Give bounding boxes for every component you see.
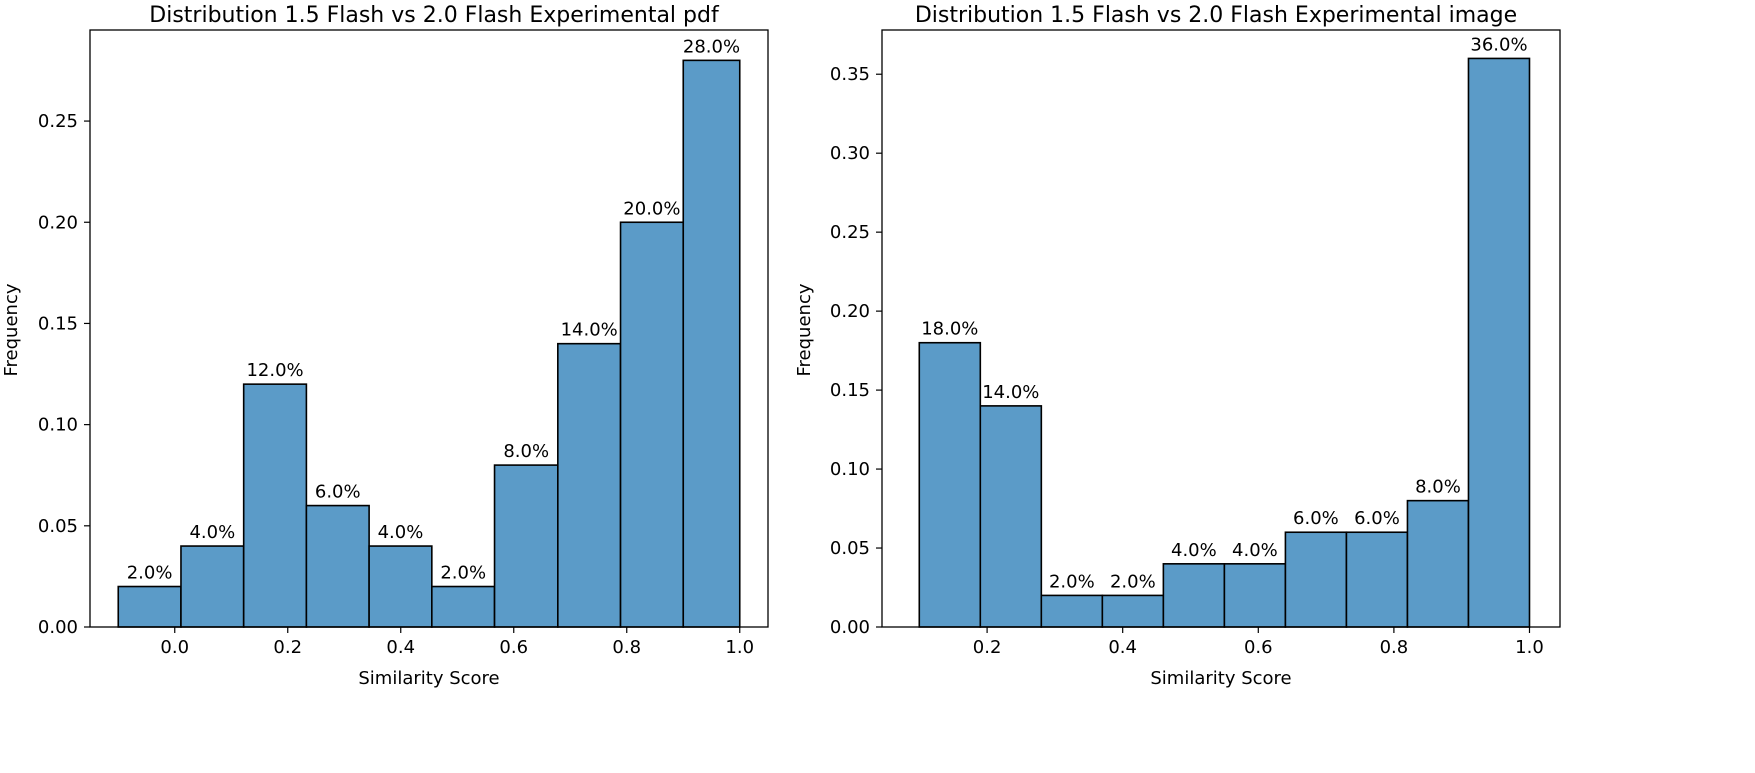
histogram-bar — [1345, 531, 1409, 628]
bar-data-label: 2.0% — [440, 563, 486, 584]
x-axis-label: Similarity Score — [1150, 668, 1291, 689]
bar-data-label: 20.0% — [623, 198, 680, 219]
y-tick-label: 0.05 — [38, 516, 78, 537]
x-tick-label: 1.0 — [725, 637, 754, 658]
y-axis-label: Frequency — [1, 283, 22, 376]
histogram-bar — [557, 342, 622, 628]
chart-image-distribution: 18.0% 14.0% 2.0% 2.0% 4.0% 4.0% 6.0% 6.0% 8.0% 36… — [794, 3, 1561, 689]
histogram-bar — [1284, 531, 1348, 628]
histogram-bar — [682, 59, 741, 628]
bar-data-label: 2.0% — [127, 563, 173, 584]
bar-data-label: 28.0% — [683, 36, 740, 57]
x-tick-label: 0.8 — [1380, 637, 1409, 658]
bar-data-label: 6.0% — [1293, 508, 1339, 529]
y-tick-label: 0.10 — [38, 415, 78, 436]
bar-data-label: 8.0% — [1415, 477, 1461, 498]
x-tick-label: 0.2 — [973, 637, 1002, 658]
histogram-bar — [1223, 563, 1287, 628]
y-tick-label: 0.20 — [830, 301, 870, 322]
x-tick-label: 1.0 — [1515, 637, 1544, 658]
histogram-bar — [117, 585, 182, 628]
bar-data-label: 36.0% — [1470, 34, 1527, 55]
bar-data-label: 14.0% — [982, 382, 1039, 403]
y-tick-label: 0.05 — [830, 538, 870, 559]
bar-data-label: 2.0% — [1049, 571, 1095, 592]
x-tick-label: 0.6 — [499, 637, 528, 658]
bar-data-label: 6.0% — [315, 482, 361, 503]
x-tick-label: 0.0 — [160, 637, 189, 658]
bar-data-label: 2.0% — [1110, 571, 1156, 592]
bar-data-label: 4.0% — [1171, 540, 1217, 561]
histogram-bar — [368, 545, 433, 628]
histogram-bar — [1162, 563, 1226, 628]
bar-data-label: 4.0% — [189, 522, 235, 543]
bar-data-label: 18.0% — [921, 319, 978, 340]
y-axis-label: Frequency — [794, 283, 815, 376]
bar-data-label: 14.0% — [561, 320, 618, 341]
y-tick-label: 0.30 — [830, 143, 870, 164]
bar-data-label: 8.0% — [503, 441, 549, 462]
histogram-bar — [493, 464, 559, 628]
x-tick-label: 0.2 — [273, 637, 302, 658]
y-tick-label: 0.15 — [38, 313, 78, 334]
bar-data-label: 4.0% — [1232, 540, 1278, 561]
y-tick-label: 0.35 — [830, 64, 870, 85]
y-tick-label: 0.25 — [38, 111, 78, 132]
x-tick-label: 0.4 — [1108, 637, 1137, 658]
histogram-bar — [1101, 594, 1165, 628]
histogram-bar — [305, 504, 370, 628]
x-axis-label: Similarity Score — [358, 668, 499, 689]
bar-data-label: 6.0% — [1354, 508, 1400, 529]
y-tick-label: 0.15 — [830, 380, 870, 401]
plot-frame — [89, 29, 769, 628]
bar-data-label: 12.0% — [246, 360, 303, 381]
x-tick-label: 0.6 — [1244, 637, 1273, 658]
histogram-bar — [431, 585, 496, 628]
y-tick-label: 0.10 — [830, 459, 870, 480]
histogram-bar — [619, 221, 685, 628]
y-tick-label: 0.00 — [38, 617, 78, 638]
histogram-bar — [918, 341, 982, 628]
chart-title: Distribution 1.5 Flash vs 2.0 Flash Expe… — [915, 3, 1517, 28]
chart-title: Distribution 1.5 Flash vs 2.0 Flash Expe… — [149, 3, 720, 28]
histogram-bar — [979, 405, 1043, 628]
chart-pdf-distribution: 2.0% 4.0% 12.0% 6.0% 4.0% 2.0% 8.0% 14.0% 20.0% 2… — [1, 3, 769, 689]
y-tick-label: 0.00 — [830, 617, 870, 638]
x-tick-label: 0.8 — [612, 637, 641, 658]
histogram-bar — [1040, 594, 1104, 628]
y-tick-label: 0.25 — [830, 222, 870, 243]
histogram-bar — [242, 383, 308, 628]
plot-frame — [881, 29, 1561, 628]
x-tick-label: 0.4 — [386, 637, 415, 658]
bar-data-label: 4.0% — [378, 522, 424, 543]
histogram-bar — [180, 545, 245, 628]
histogram-bar — [1467, 57, 1531, 628]
histogram-bar — [1406, 499, 1470, 628]
y-tick-label: 0.20 — [38, 212, 78, 233]
